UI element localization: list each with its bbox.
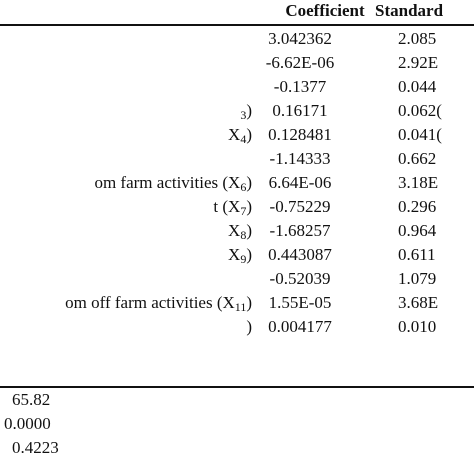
variable-label: X8) [228, 221, 252, 242]
table-row: -0.1377 0.044 [0, 75, 474, 99]
standard-error-value: 0.041( [398, 125, 442, 144]
standard-error-value: 0.010 [398, 317, 437, 336]
table-row: ) 0.004177 0.010 [0, 315, 474, 339]
standard-error-value: 2.085 [398, 29, 437, 48]
variable-label: om off farm activities (X11) [65, 293, 252, 314]
table-row: -0.52039 1.079 [0, 267, 474, 291]
standard-error-value: 0.296 [398, 197, 437, 216]
table-row: om off farm activities (X11) 1.55E-05 3.68… [0, 291, 474, 315]
standard-error-value: 3.68E [398, 293, 439, 312]
header-coefficient: Coefficient [285, 1, 365, 20]
stat-chi2-value: 65.82 [12, 390, 51, 409]
variable-label: t (X7) [213, 197, 252, 218]
coefficient-value: -0.1377 [273, 77, 327, 96]
coefficient-value: -6.62E-06 [265, 53, 335, 72]
standard-error-value: 0.044 [398, 77, 437, 96]
coefficient-value: 0.004177 [268, 317, 332, 336]
table-row: t (X7) -0.75229 0.296 [0, 195, 474, 219]
coefficient-value: 0.16171 [272, 101, 328, 120]
top-rule [0, 24, 474, 26]
standard-error-value: 0.662 [398, 149, 437, 168]
variable-label: X4) [228, 125, 252, 146]
standard-error-value: 0.062( [398, 101, 442, 120]
standard-error-value: 3.18E [398, 173, 439, 192]
variable-label: 3) [240, 101, 252, 122]
variable-label: ) [246, 317, 252, 336]
header-standard-error: Standard [375, 1, 444, 20]
bottom-rule [0, 386, 474, 388]
coefficient-value: -0.52039 [269, 269, 331, 288]
coefficient-value: 3.042362 [268, 29, 332, 48]
variable-label: X9) [228, 245, 252, 266]
standard-error-value: 0.611 [398, 245, 436, 264]
variable-label: om farm activities (X6) [94, 173, 252, 194]
coefficient-value: 6.64E-06 [268, 173, 332, 192]
stat-pseudo-r2-value: 0.4223 [12, 438, 59, 457]
table-row: 3.042362 2.085 [0, 27, 474, 51]
coefficient-value: 0.128481 [268, 125, 332, 144]
table-row: -1.14333 0.662 [0, 147, 474, 171]
coefficient-value: -1.14333 [269, 149, 331, 168]
table-row: -6.62E-06 2.92E [0, 51, 474, 75]
standard-error-value: 1.079 [398, 269, 437, 288]
standard-error-value: 0.964 [398, 221, 437, 240]
stat-prob-value: 0.0000 [4, 414, 51, 433]
coefficient-value: -0.75229 [269, 197, 331, 216]
coefficient-value: 0.443087 [268, 245, 332, 264]
standard-error-value: 2.92E [398, 53, 439, 72]
table-row: X4) 0.128481 0.041( [0, 123, 474, 147]
table-row: X8) -1.68257 0.964 [0, 219, 474, 243]
coefficient-value: 1.55E-05 [268, 293, 332, 312]
coefficient-value: -1.68257 [269, 221, 331, 240]
table-row: om farm activities (X6) 6.64E-06 3.18E [0, 171, 474, 195]
table-row: 3) 0.16171 0.062( [0, 99, 474, 123]
table-row: X9) 0.443087 0.611 [0, 243, 474, 267]
